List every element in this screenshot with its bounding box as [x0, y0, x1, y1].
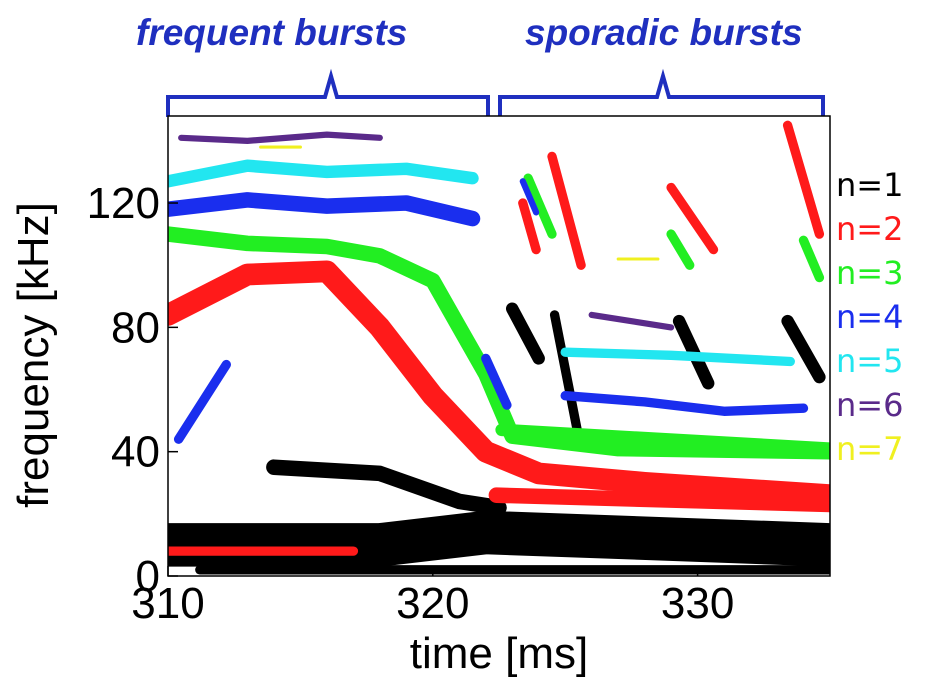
- band-n6-0: [178, 131, 383, 145]
- y-axis-label: frequency [kHz]: [9, 202, 58, 508]
- band-n1-0: [168, 510, 830, 567]
- annotations: frequent bursts sporadic bursts: [136, 12, 825, 117]
- legend-entry-n1: n=1: [836, 166, 903, 204]
- band-n5-1: [560, 347, 795, 367]
- brace-sporadic-bursts: [498, 68, 825, 117]
- band-n1-6: [781, 314, 826, 384]
- band-n4-1: [173, 359, 231, 444]
- plot-frame: [167, 115, 831, 577]
- annotation-sporadic-bursts: sporadic bursts: [525, 12, 803, 53]
- band-n3-2: [523, 173, 557, 239]
- legend-entry-n3: n=3: [836, 254, 903, 292]
- band-n5-0: [168, 159, 479, 188]
- y-tick-label: 0: [136, 552, 160, 601]
- band-n3-4: [798, 235, 825, 283]
- y-tick-label: 80: [111, 303, 160, 352]
- band-n2-1: [168, 260, 830, 507]
- band-n2-2: [488, 487, 830, 513]
- x-tick-label: 310: [131, 579, 204, 628]
- band-n2-5: [782, 120, 825, 239]
- band-n4-2: [481, 353, 512, 410]
- band-n3-0: [168, 226, 830, 460]
- band-n4-3: [560, 391, 809, 416]
- legend-entry-n2: n=2: [836, 210, 903, 248]
- legend-entry-n4: n=4: [836, 298, 903, 336]
- band-n3-3: [666, 229, 695, 270]
- band-n6-1: [588, 311, 675, 331]
- band-n1-4: [549, 310, 584, 441]
- band-n3-1: [495, 423, 830, 455]
- y-tick-label: 120: [87, 179, 160, 228]
- legend-entry-n5: n=5: [836, 342, 903, 380]
- band-n4-0: [168, 192, 481, 227]
- brace-frequent-bursts: [166, 68, 490, 117]
- band-n1-1: [266, 459, 507, 516]
- axis-ticks: 310 320 330 0 40 80 120: [87, 179, 735, 628]
- x-tick-label: 330: [661, 579, 734, 628]
- band-n4-4: [519, 178, 540, 216]
- band-n1-3: [505, 302, 545, 365]
- x-tick-label: 320: [396, 579, 469, 628]
- spectrogram-marks: [168, 120, 830, 575]
- legend-entry-n7: n=7: [836, 430, 903, 468]
- legend-entry-n6: n=6: [836, 386, 903, 424]
- annotation-frequent-bursts: frequent bursts: [136, 12, 407, 53]
- x-axis-label: time [ms]: [410, 629, 588, 678]
- band-n2-6: [518, 198, 541, 255]
- band-n2-3: [547, 151, 586, 270]
- y-tick-label: 40: [111, 428, 160, 477]
- band-n2-4: [666, 182, 719, 255]
- legend: n=1 n=2 n=3 n=4 n=5 n=6 n=7: [836, 166, 903, 468]
